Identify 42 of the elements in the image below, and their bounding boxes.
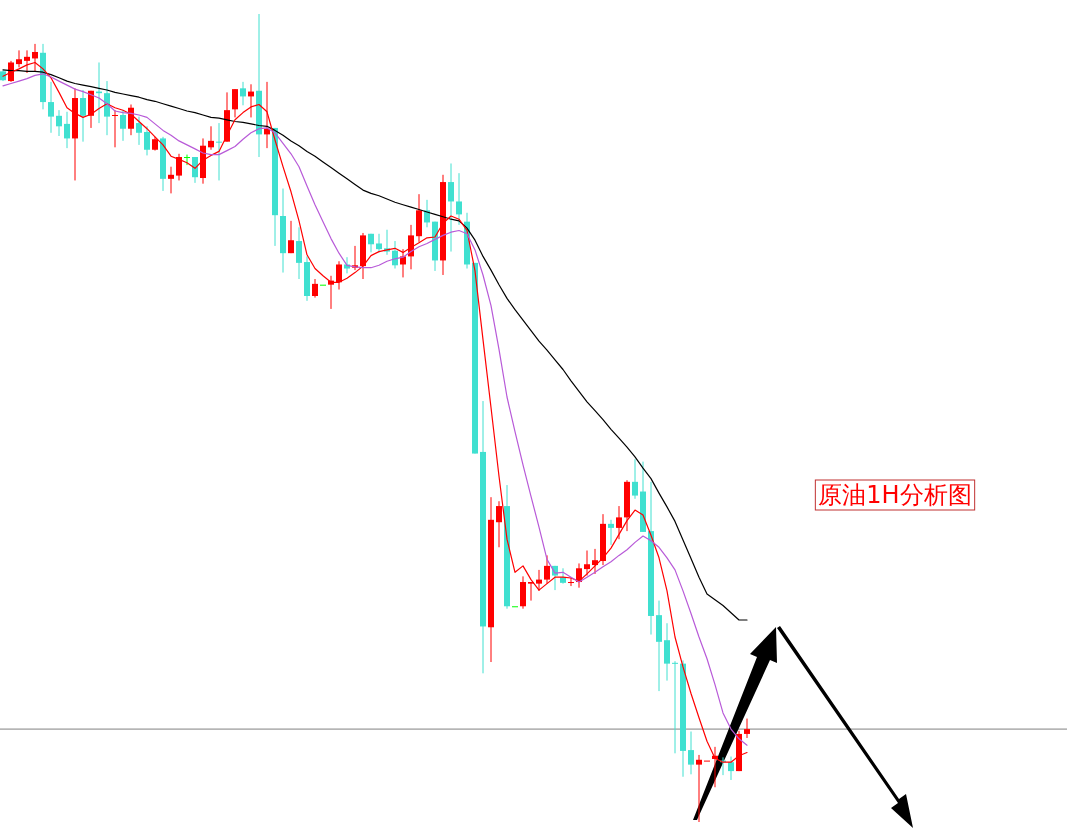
candlestick bbox=[584, 550, 590, 577]
candlestick bbox=[208, 125, 214, 151]
annotation: 原油1H分析图 bbox=[814, 479, 976, 511]
candlestick bbox=[528, 581, 534, 602]
candlestick bbox=[744, 718, 750, 739]
candlestick bbox=[688, 731, 694, 775]
candlestick bbox=[48, 81, 54, 134]
candlestick bbox=[544, 554, 550, 585]
candlestick bbox=[56, 109, 62, 137]
candlestick bbox=[184, 154, 190, 166]
candlestick bbox=[336, 260, 342, 291]
candlestick bbox=[168, 166, 174, 194]
candlestick bbox=[312, 278, 318, 299]
candlestick bbox=[288, 220, 294, 254]
candlestick bbox=[728, 756, 734, 781]
candlestick bbox=[616, 505, 622, 540]
candlestick bbox=[120, 109, 126, 142]
candlestick bbox=[64, 111, 70, 149]
candlestick bbox=[232, 88, 238, 118]
candlestick bbox=[568, 576, 574, 587]
candlestick bbox=[128, 104, 134, 136]
candlestick bbox=[344, 256, 350, 274]
candlestick bbox=[376, 233, 382, 253]
candlestick bbox=[456, 172, 462, 226]
candlestick bbox=[176, 153, 182, 181]
candlestick bbox=[192, 156, 198, 184]
candlestick bbox=[664, 622, 670, 682]
candlestick bbox=[112, 109, 118, 148]
candlestick bbox=[136, 116, 142, 146]
candlestick bbox=[240, 81, 246, 106]
candlestick bbox=[632, 458, 638, 500]
candlestick bbox=[144, 125, 150, 156]
candlestick bbox=[448, 162, 454, 253]
candlestick bbox=[608, 519, 614, 546]
candlestick bbox=[296, 226, 302, 280]
candlestick bbox=[80, 89, 86, 143]
candlestick bbox=[496, 500, 502, 548]
candlestick bbox=[536, 569, 542, 592]
candlestick bbox=[104, 80, 110, 136]
candlestick bbox=[672, 660, 678, 754]
candlestick bbox=[216, 122, 222, 181]
candlestick bbox=[696, 754, 702, 823]
